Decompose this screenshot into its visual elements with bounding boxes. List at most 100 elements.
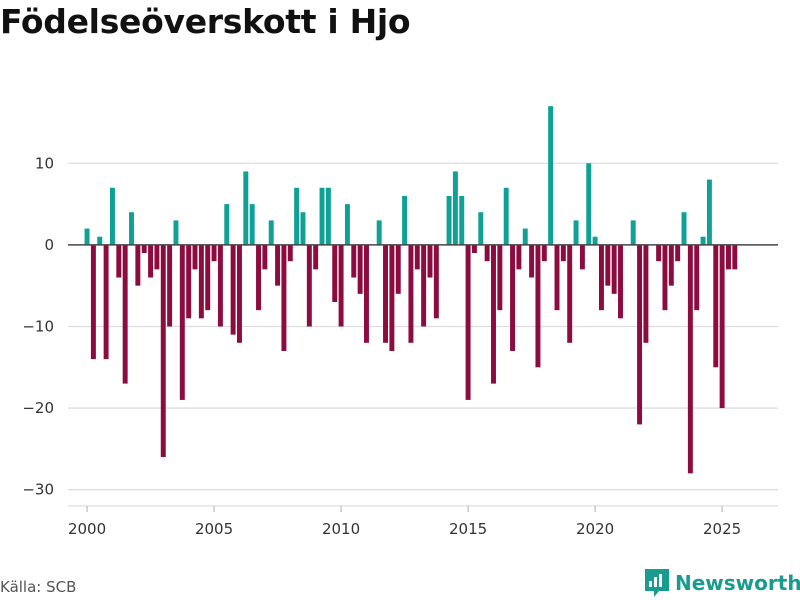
bar <box>706 179 712 245</box>
bar <box>281 244 287 351</box>
bar <box>713 244 719 368</box>
bar <box>554 244 560 311</box>
bar <box>605 244 611 286</box>
bar <box>484 244 490 262</box>
bar <box>402 195 408 245</box>
bar <box>357 244 363 294</box>
bar <box>192 244 198 270</box>
bar <box>262 244 268 270</box>
bar <box>325 187 331 245</box>
bar <box>90 244 96 360</box>
bar <box>611 244 617 294</box>
bar <box>452 171 458 245</box>
bar <box>243 171 249 245</box>
bar <box>344 204 350 245</box>
bar <box>459 195 465 245</box>
bar <box>630 220 636 245</box>
bar <box>516 244 522 270</box>
brand-logo-group[interactable]: Newsworthy <box>645 569 800 597</box>
brand-name: Newsworthy <box>675 571 800 595</box>
bar <box>446 195 452 245</box>
bars <box>84 106 738 474</box>
bar <box>637 244 643 425</box>
bar <box>592 236 598 245</box>
bar <box>522 228 528 245</box>
bar <box>154 244 160 270</box>
bar <box>548 106 554 245</box>
bar <box>287 244 293 262</box>
bar <box>167 244 173 327</box>
source-note: Källa: SCB <box>0 578 77 596</box>
bar <box>268 220 274 245</box>
bar <box>732 244 738 270</box>
bar <box>173 220 179 245</box>
bar <box>332 244 338 302</box>
bar <box>135 244 141 286</box>
x-tick-label: 2010 <box>322 520 360 538</box>
x-tick-label: 2005 <box>195 520 233 538</box>
bar <box>427 244 433 278</box>
bar <box>109 187 115 245</box>
bar <box>395 244 401 294</box>
bar <box>668 244 674 286</box>
bar <box>719 244 725 409</box>
bar <box>529 244 535 278</box>
bar <box>205 244 211 311</box>
newsworthy-logo-icon <box>645 569 669 597</box>
bar <box>275 244 281 286</box>
bar <box>618 244 623 319</box>
bar <box>211 244 217 262</box>
bar <box>351 244 357 278</box>
bar <box>414 244 420 270</box>
bar <box>675 244 681 262</box>
x-tick-label: 2015 <box>449 520 487 538</box>
x-tick-label: 2000 <box>68 520 106 538</box>
x-tick-label: 2020 <box>576 520 614 538</box>
y-tick-label: 10 <box>35 154 54 172</box>
bar <box>129 212 134 245</box>
bar <box>116 244 122 278</box>
bar <box>465 244 471 400</box>
bar <box>503 187 509 245</box>
bar <box>186 244 192 319</box>
bar <box>656 244 662 262</box>
bar <box>560 244 566 262</box>
x-tick-labels: 2000 2005 2010 2015 2020 2025 <box>68 505 778 538</box>
bar <box>319 187 325 245</box>
y-tick-label: −30 <box>22 481 54 499</box>
x-tick-label: 2025 <box>703 520 741 538</box>
bar <box>700 236 706 245</box>
bar <box>198 244 204 319</box>
bar <box>725 244 731 270</box>
chart-title: Födelseöverskott i Hjo <box>0 2 411 41</box>
bar <box>408 244 414 343</box>
bar <box>160 244 166 458</box>
bar <box>433 244 439 319</box>
bar <box>491 244 496 384</box>
bar <box>478 212 484 245</box>
bar <box>364 244 369 343</box>
bar <box>313 244 319 270</box>
bar <box>224 204 230 245</box>
y-tick-label: 0 <box>44 236 54 254</box>
bar <box>179 244 185 400</box>
y-tick-labels: 10 0 −10 −20 −30 <box>22 154 54 498</box>
bar <box>573 220 579 245</box>
bar <box>97 236 103 245</box>
bar <box>383 244 389 343</box>
bar <box>662 244 668 311</box>
bar <box>687 244 693 474</box>
bar <box>694 244 700 311</box>
bar <box>236 244 242 343</box>
bar <box>376 220 382 245</box>
y-tick-label: −10 <box>22 317 54 335</box>
bar <box>148 244 154 278</box>
bar <box>338 244 344 327</box>
bar <box>586 163 592 245</box>
bar <box>579 244 585 270</box>
bar <box>256 244 261 311</box>
bar <box>510 244 516 351</box>
bar <box>643 244 649 343</box>
bar <box>681 212 687 245</box>
